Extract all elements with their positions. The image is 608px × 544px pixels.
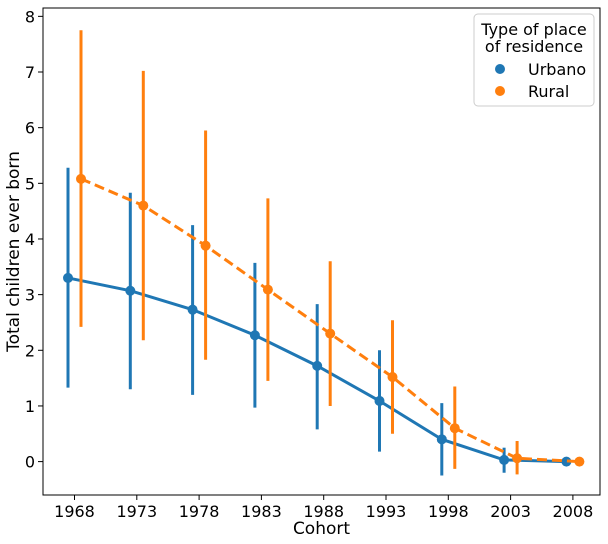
y-tick-label: 7	[25, 63, 35, 82]
x-tick-label: 1973	[116, 502, 157, 521]
y-tick-label: 8	[25, 7, 35, 26]
legend-marker-rural	[495, 86, 505, 96]
data-point	[138, 200, 149, 211]
x-tick-label: 1968	[54, 502, 95, 521]
y-tick-label: 0	[25, 453, 35, 472]
data-point	[312, 360, 323, 371]
data-point	[574, 456, 585, 467]
y-tick-label: 5	[25, 174, 35, 193]
y-tick-label: 3	[25, 286, 35, 305]
data-point	[76, 173, 86, 184]
legend-title-line2: of residence	[485, 37, 583, 56]
legend-title-line1: Type of place	[480, 20, 586, 39]
x-tick-label: 1983	[241, 502, 282, 521]
x-axis-title: Cohort	[293, 519, 350, 539]
legend: Type of place of residence Urbano Rural	[473, 13, 595, 107]
y-tick-label: 6	[25, 119, 35, 138]
plot-frame	[42, 7, 601, 496]
series-rural	[76, 30, 585, 475]
y-tick-label: 2	[25, 341, 35, 360]
data-point	[262, 284, 273, 295]
data-point	[200, 240, 211, 251]
y-tick-label: 4	[25, 230, 35, 249]
data-point	[249, 330, 260, 341]
series-urbano	[63, 167, 572, 476]
legend-label-urbano: Urbano	[528, 60, 586, 79]
x-tick-label: 1988	[303, 502, 344, 521]
data-point	[561, 456, 572, 467]
y-tick-label: 1	[25, 397, 35, 416]
x-tick-label: 1998	[428, 502, 469, 521]
data-point	[63, 272, 73, 283]
data-point	[387, 372, 398, 383]
data-point	[512, 453, 523, 464]
legend-label-rural: Rural	[528, 82, 569, 101]
x-tick-label: 1978	[179, 502, 220, 521]
y-axis-title: Total children ever born	[4, 151, 24, 353]
x-axis-ticks: 1968 1973 1978 1983 1988 1993 1998 2003 2008	[54, 495, 593, 521]
data-point	[499, 454, 510, 465]
y-axis-ticks: 0 1 2 3 4 5 6 7 8	[25, 7, 43, 472]
data-point	[125, 285, 136, 296]
series-layer	[63, 30, 585, 476]
x-tick-label: 1993	[366, 502, 407, 521]
data-point	[374, 395, 385, 406]
data-point	[449, 423, 460, 434]
x-tick-label: 2003	[490, 502, 531, 521]
data-point	[325, 328, 336, 339]
x-tick-label: 2008	[553, 502, 594, 521]
data-point	[436, 434, 447, 445]
legend-box	[473, 13, 595, 107]
legend-marker-urbano	[495, 64, 505, 74]
data-point	[187, 304, 198, 315]
